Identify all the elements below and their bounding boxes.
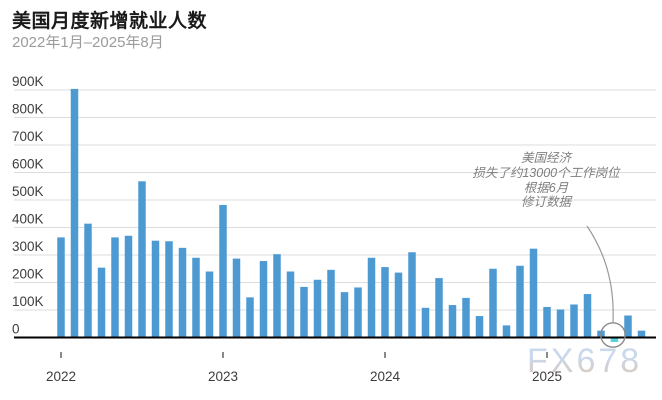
bar-2023-05	[273, 254, 281, 338]
bar-2022-06	[124, 235, 133, 338]
bar-2023-03	[246, 297, 254, 338]
bar-2023-11	[354, 287, 362, 338]
bar-2023-04	[259, 261, 268, 338]
y-axis-label: 200K	[12, 267, 44, 282]
bar-2022-11	[192, 257, 200, 338]
bar-2023-02	[232, 258, 241, 338]
bar-2025-03	[570, 304, 578, 338]
annotation-line-1: 美国经济	[520, 151, 571, 165]
bar-2025-07	[624, 315, 632, 338]
page-title: 美国月度新增就业人数	[12, 11, 208, 32]
bar-2022-07	[138, 181, 146, 338]
y-axis-label: 800K	[12, 102, 44, 117]
y-axis-label: 500K	[12, 184, 44, 199]
bar-2024-02	[394, 272, 403, 338]
bar-2023-10	[340, 292, 349, 338]
bar-2022-01	[57, 237, 65, 338]
bar-2024-10	[502, 325, 511, 338]
bar-2023-07	[300, 286, 308, 338]
bar-2023-08	[313, 279, 322, 338]
bar-2022-05	[111, 237, 119, 338]
bar-2024-04	[421, 307, 430, 338]
annotation-line-3: 根据6月	[523, 180, 569, 195]
chart-subtitle: 2022年1月–2025年8月	[12, 34, 164, 51]
bar-2024-01	[381, 267, 389, 338]
x-axis-label: 2022	[46, 369, 76, 384]
y-axis-label: 0	[12, 322, 20, 337]
annotation-line-2: 损失了约13000个工作岗位	[472, 165, 620, 180]
bar-2024-03	[408, 252, 416, 338]
bar-2024-08	[475, 316, 484, 338]
bar-2025-01	[543, 306, 551, 338]
bar-2022-08	[151, 240, 160, 338]
y-axis-label: 900K	[12, 74, 44, 89]
bar-2024-06	[448, 305, 457, 338]
bar-2023-09	[327, 269, 335, 338]
bar-2024-11	[516, 265, 524, 338]
y-axis-label: 100K	[12, 294, 44, 309]
bar-2023-12	[367, 257, 376, 338]
bar-2025-02	[556, 309, 565, 338]
bar-2022-12	[205, 271, 214, 338]
bar-2022-02	[70, 88, 79, 338]
bar-2022-10	[178, 247, 187, 338]
y-axis-label: 400K	[12, 212, 44, 227]
x-axis-label: 2024	[370, 369, 401, 384]
bar-2022-09	[165, 241, 173, 338]
callout-annotation: 美国经济 损失了约13000个工作岗位 根据6月 修订数据	[440, 151, 652, 210]
y-axis-label: 600K	[12, 157, 44, 172]
bar-2023-01	[219, 204, 227, 338]
y-axis-label: 700K	[12, 129, 44, 144]
bar-2025-04	[583, 294, 592, 338]
x-axis-label: 2025	[532, 369, 562, 384]
bar-2025-06	[610, 337, 619, 342]
callout-circle	[600, 322, 626, 348]
bar-2024-09	[489, 268, 497, 338]
annotation-line-4: 修订数据	[520, 195, 571, 210]
bar-2022-04	[97, 267, 106, 338]
bar-2024-07	[462, 297, 470, 338]
y-axis-label: 300K	[12, 239, 44, 254]
callout-curve	[586, 225, 614, 323]
bar-2024-12	[529, 248, 538, 338]
x-axis-label: 2023	[208, 369, 238, 384]
bar-2023-06	[286, 271, 295, 338]
bar-2022-03	[84, 223, 92, 338]
bar-2024-05	[435, 278, 443, 338]
bar-2025-08	[637, 330, 646, 338]
